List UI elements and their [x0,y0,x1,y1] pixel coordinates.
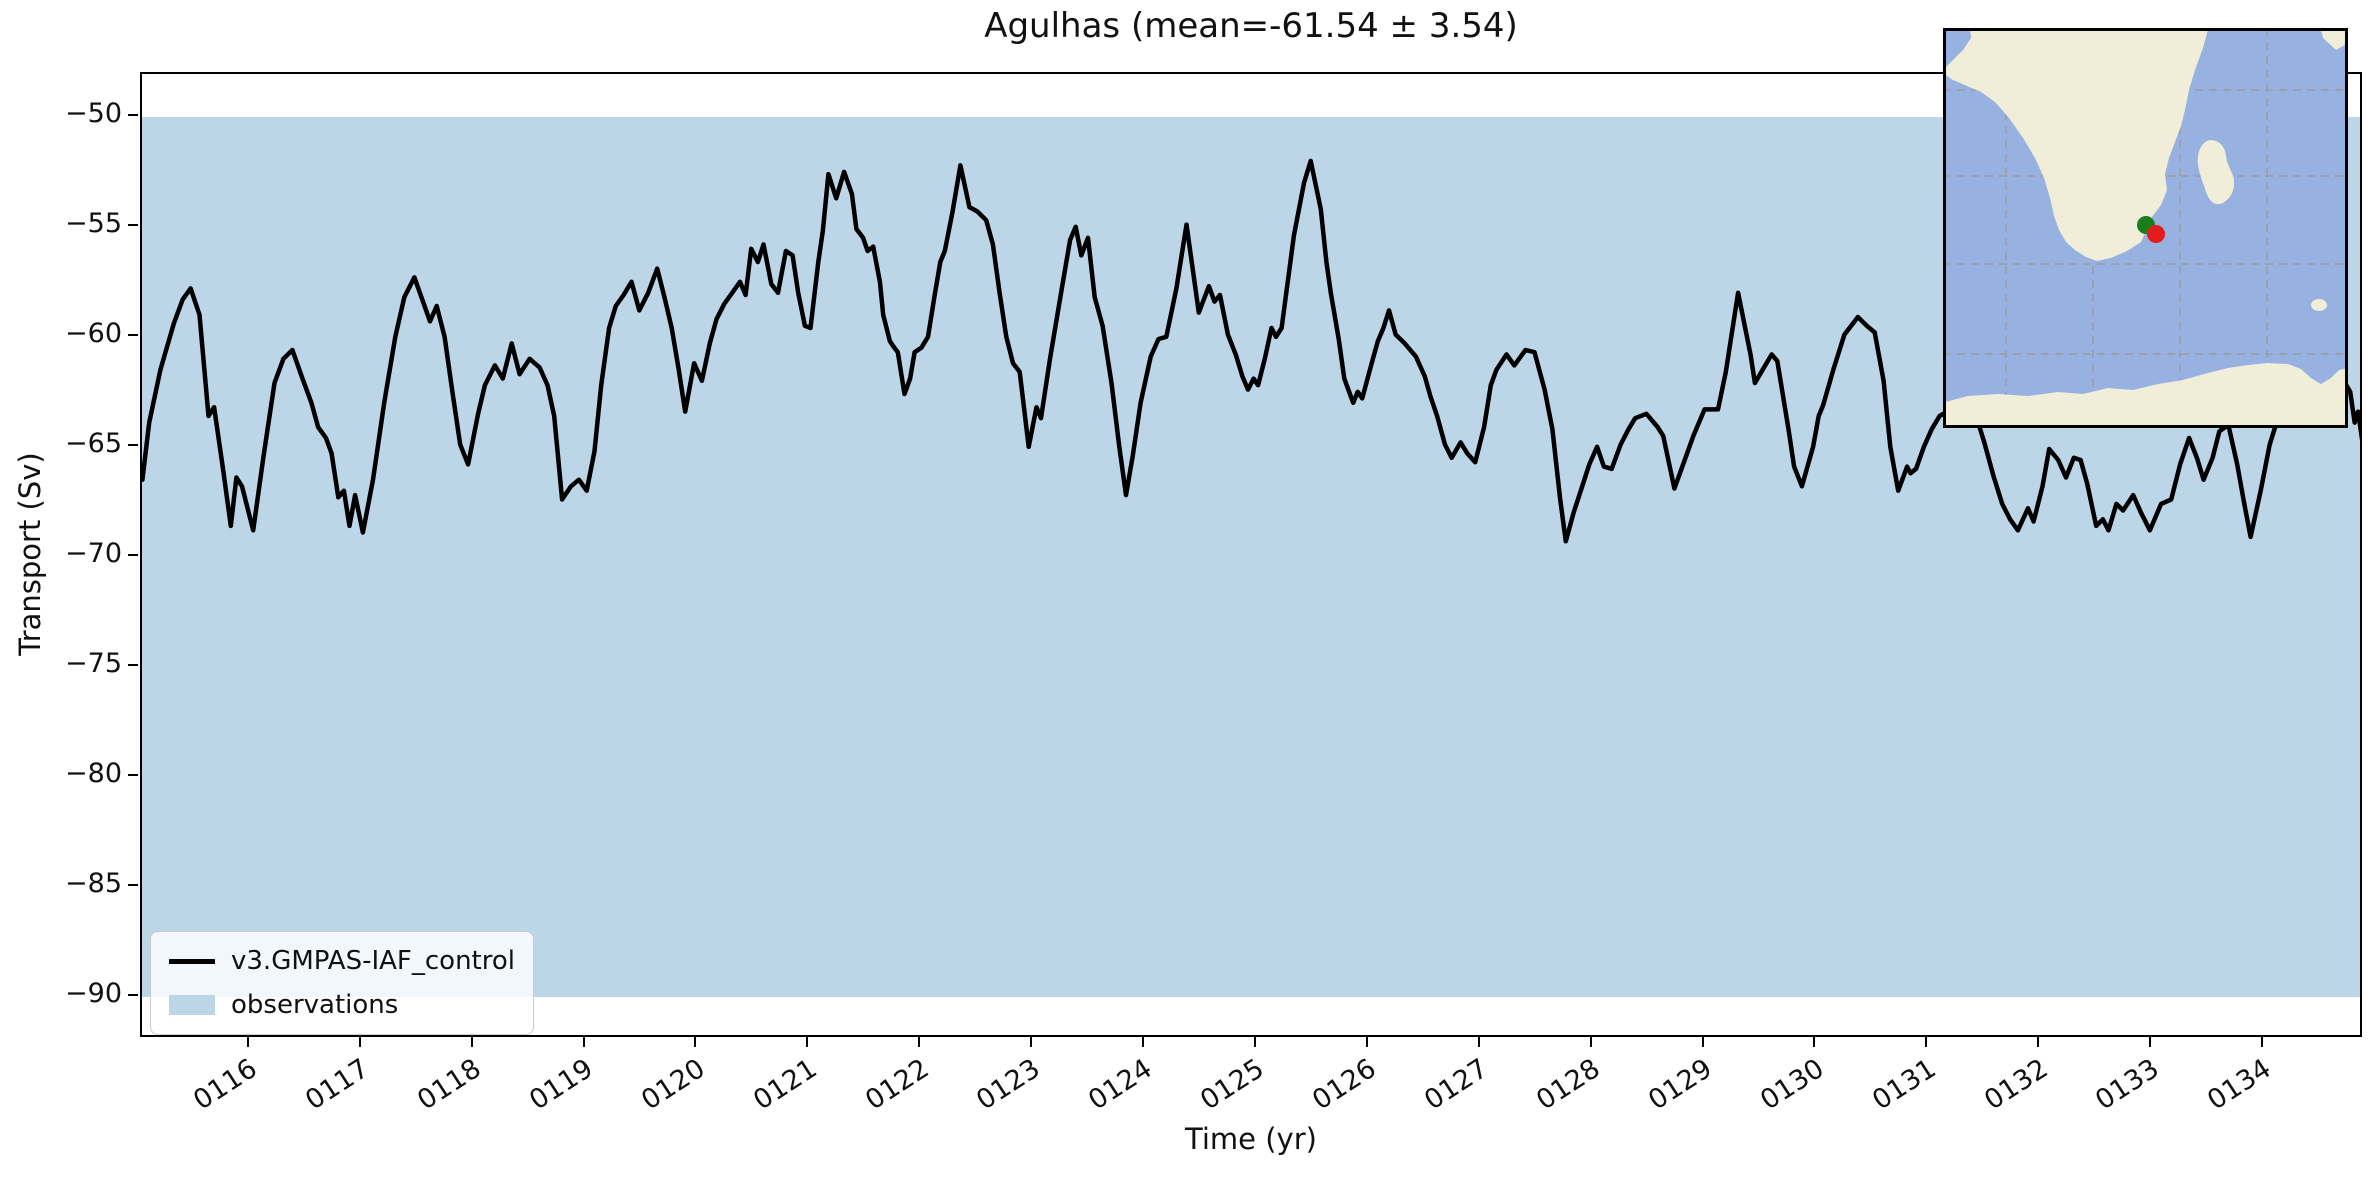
x-tick-mark [246,1037,249,1047]
y-tick-mark [128,883,138,886]
legend-line-swatch [169,958,215,964]
x-tick-label: 0118 [412,1053,487,1117]
legend: v3.GMPAS-IAF_control observations [150,931,534,1035]
x-tick-label: 0121 [747,1053,823,1117]
x-tick-mark [1701,1037,1704,1047]
y-tick-label: −60 [65,317,122,349]
x-tick-mark [806,1037,809,1047]
y-tick-label: −50 [65,97,122,129]
x-tick-label: 0119 [523,1053,599,1117]
x-tick-label: 0124 [1083,1053,1158,1117]
y-tick-mark [128,113,138,116]
madagascar-island [2197,140,2235,205]
x-tick-mark [1030,1037,1033,1047]
x-tick-label: 0128 [1531,1053,1606,1117]
inset-map [1943,28,2348,428]
red-marker-dot [2147,225,2165,243]
x-tick-mark [582,1037,585,1047]
y-tick-mark [128,663,138,666]
legend-observations-label: observations [231,990,399,1020]
y-tick-label: −80 [65,757,122,789]
x-tick-mark [2261,1037,2264,1047]
x-tick-label: 0132 [1978,1053,2054,1117]
x-tick-mark [1589,1037,1592,1047]
corner-landmass [2320,28,2348,50]
x-tick-label: 0117 [300,1053,375,1117]
x-tick-label: 0126 [1307,1053,1382,1117]
africa-landmass [1943,28,2209,261]
x-tick-mark [1925,1037,1928,1047]
x-tick-label: 0122 [859,1053,935,1117]
x-tick-mark [2149,1037,2152,1047]
y-tick-mark [128,223,138,226]
x-axis-label: Time (yr) [1185,1122,1317,1156]
x-tick-label: 0131 [1866,1053,1942,1117]
x-tick-mark [1365,1037,1368,1047]
y-tick-label: −55 [65,207,122,239]
map-land [1943,28,2348,428]
x-tick-label: 0120 [635,1053,711,1117]
x-tick-label: 0127 [1419,1053,1494,1117]
x-tick-label: 0130 [1754,1053,1830,1117]
y-tick-label: −75 [65,647,122,679]
antarctica-landmass [1943,363,2348,428]
legend-band-swatch [169,995,215,1015]
y-tick-label: −65 [65,427,122,459]
x-tick-label: 0123 [971,1053,1047,1117]
x-tick-label: 0134 [2202,1053,2277,1117]
y-tick-label: −90 [65,977,122,1009]
legend-item-observations: observations [169,988,515,1022]
chart-title: Agulhas (mean=-61.54 ± 3.54) [984,6,1518,46]
y-tick-mark [128,333,138,336]
x-tick-label: 0125 [1195,1053,1270,1117]
x-tick-mark [1253,1037,1256,1047]
x-tick-label: 0116 [188,1053,263,1117]
y-tick-mark [128,553,138,556]
x-tick-label: 0133 [2090,1053,2166,1117]
x-tick-mark [694,1037,697,1047]
x-tick-mark [358,1037,361,1047]
x-tick-mark [1142,1037,1145,1047]
x-tick-mark [2037,1037,2040,1047]
small-island [2311,299,2327,311]
x-tick-mark [918,1037,921,1047]
x-tick-mark [1813,1037,1816,1047]
y-tick-mark [128,993,138,996]
y-tick-label: −85 [65,867,122,899]
x-tick-label: 0129 [1642,1053,1718,1117]
legend-item-model: v3.GMPAS-IAF_control [169,944,515,978]
legend-model-label: v3.GMPAS-IAF_control [231,946,515,976]
y-tick-mark [128,443,138,446]
y-tick-mark [128,773,138,776]
x-tick-mark [1477,1037,1480,1047]
y-axis-label: Transport (Sv) [13,452,47,656]
map-border [1943,28,2348,428]
y-tick-label: −70 [65,537,122,569]
x-tick-mark [470,1037,473,1047]
